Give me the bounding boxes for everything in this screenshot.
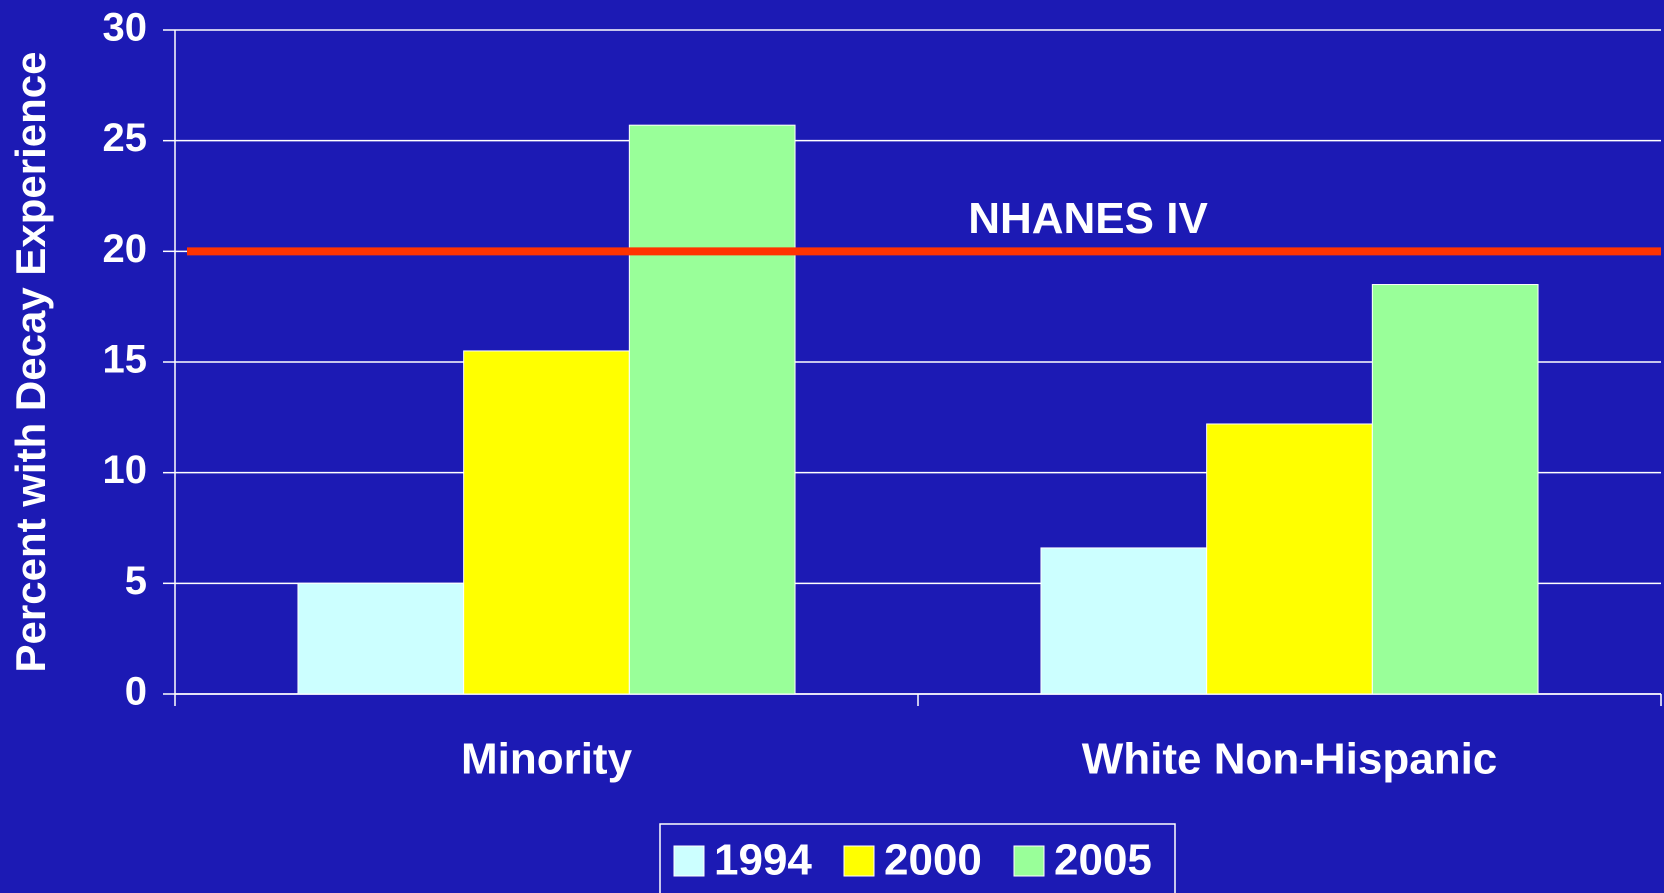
legend-label: 2000 — [884, 836, 982, 885]
bar — [1371, 284, 1539, 695]
y-tick-label: 0 — [125, 670, 147, 714]
legend-swatch — [843, 845, 875, 877]
bar — [1040, 547, 1208, 695]
x-tick-label: Minority — [461, 735, 633, 784]
reference-label: NHANES IV — [968, 194, 1208, 243]
bar — [1206, 423, 1373, 695]
y-tick-label: 10 — [103, 448, 148, 492]
y-tick-label: 25 — [103, 116, 148, 160]
legend-swatch — [673, 845, 705, 877]
legend-swatch — [1013, 845, 1045, 877]
bar — [297, 582, 465, 695]
legend-label: 1994 — [714, 836, 812, 885]
legend-box — [659, 823, 1176, 893]
legend-label: 2005 — [1054, 836, 1152, 885]
y-tick-label: 15 — [103, 338, 148, 382]
x-tick-label: White Non-Hispanic — [1082, 735, 1498, 784]
y-tick-label: 30 — [103, 6, 148, 50]
bar — [628, 124, 796, 695]
y-axis-label: Percent with Decay Experience — [7, 52, 54, 673]
y-tick-label: 5 — [125, 559, 147, 603]
bar — [463, 350, 630, 695]
y-tick-label: 20 — [103, 227, 148, 271]
